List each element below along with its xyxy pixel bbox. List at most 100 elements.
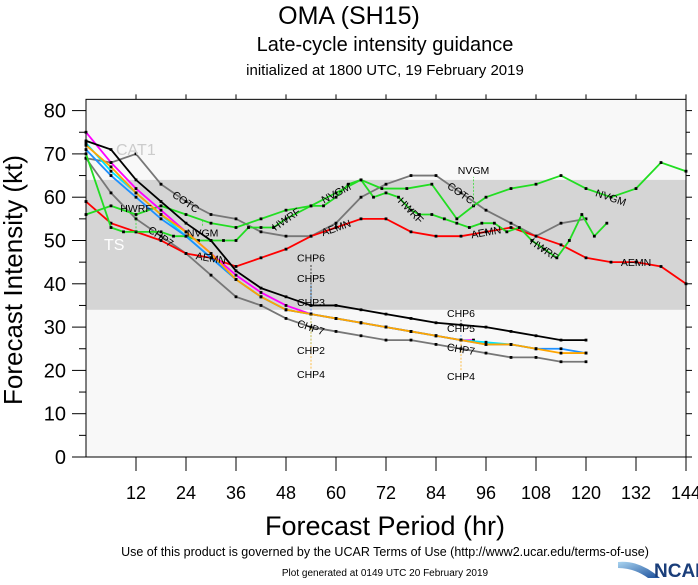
data-point	[555, 256, 559, 260]
data-point	[359, 217, 363, 221]
data-point	[484, 208, 488, 212]
data-point	[434, 334, 438, 338]
ncar-logo: NCAR	[618, 561, 698, 582]
data-point	[384, 191, 388, 195]
data-point	[109, 191, 113, 195]
data-point	[472, 204, 475, 208]
data-point	[434, 234, 438, 238]
data-point	[159, 208, 163, 212]
data-point	[209, 256, 213, 260]
data-point	[472, 338, 475, 342]
data-point	[334, 195, 338, 199]
data-point	[284, 247, 288, 251]
data-point	[509, 330, 513, 333]
data-point	[109, 174, 113, 177]
data-point	[109, 204, 113, 208]
x-tick-label: 84	[426, 483, 446, 503]
init-time: initialized at 1800 UTC, 19 February 201…	[246, 62, 524, 79]
data-point	[484, 343, 488, 346]
data-point	[122, 230, 125, 234]
x-tick-label: 12	[126, 483, 146, 503]
data-point	[559, 351, 563, 355]
data-point	[109, 226, 113, 229]
data-point	[134, 217, 138, 221]
data-point	[309, 325, 313, 329]
data-point	[284, 208, 288, 212]
terms-of-use: Use of this product is governed by the U…	[121, 545, 649, 559]
data-point	[334, 226, 338, 229]
data-point	[134, 178, 138, 182]
series-label: CHP2	[297, 345, 325, 357]
data-point	[134, 195, 138, 199]
data-point	[534, 356, 538, 359]
y-tick-label: 10	[44, 404, 66, 426]
data-point	[559, 347, 563, 351]
data-point	[84, 200, 88, 203]
x-tick-label: 144	[671, 483, 698, 503]
data-point	[455, 217, 459, 221]
data-point	[397, 195, 400, 199]
data-point	[234, 269, 238, 273]
data-point	[517, 226, 521, 229]
data-point	[409, 208, 413, 212]
data-point	[222, 239, 225, 242]
data-point	[84, 139, 88, 143]
data-point	[159, 234, 163, 238]
data-point	[234, 239, 238, 242]
series-label: AEMN	[470, 224, 502, 241]
data-point	[380, 187, 384, 190]
data-point	[384, 325, 388, 329]
data-point	[259, 217, 263, 221]
series-label: NVGM	[458, 165, 490, 177]
data-point	[84, 143, 88, 147]
data-point	[509, 221, 513, 225]
data-point	[109, 169, 113, 173]
data-point	[659, 161, 663, 164]
data-point	[359, 178, 363, 182]
data-point	[284, 234, 288, 238]
data-point	[417, 213, 421, 216]
data-point	[559, 360, 563, 364]
data-point	[134, 213, 138, 216]
data-point	[534, 334, 538, 338]
y-tick-label: 30	[44, 317, 66, 339]
data-point	[334, 330, 338, 333]
series-label: CHP5	[447, 323, 475, 335]
data-point	[480, 221, 484, 225]
series-label: NVGM	[187, 227, 219, 239]
data-point	[584, 338, 588, 342]
data-point	[209, 239, 213, 242]
data-point	[584, 351, 588, 355]
data-point	[430, 213, 434, 216]
x-tick-label: 132	[621, 483, 651, 503]
y-tick-label: 50	[44, 231, 66, 253]
data-point	[259, 295, 263, 299]
data-point	[409, 174, 413, 177]
data-point	[492, 221, 496, 225]
series-cotc	[84, 152, 588, 238]
x-tick-label: 36	[226, 483, 246, 503]
data-point	[159, 239, 163, 242]
data-point	[534, 347, 538, 351]
data-point	[347, 182, 350, 186]
data-point	[172, 234, 175, 238]
data-point	[197, 239, 200, 242]
data-point	[584, 187, 588, 190]
data-point	[634, 260, 638, 264]
data-point	[159, 200, 163, 203]
data-point	[484, 325, 488, 329]
data-point	[234, 217, 238, 221]
series-label: CHP4	[297, 369, 325, 381]
series-label: AEMN	[621, 257, 651, 269]
band-label-ts: TS	[104, 237, 124, 254]
data-point	[184, 230, 188, 234]
data-point	[484, 351, 488, 355]
data-point	[234, 295, 238, 299]
data-point	[434, 343, 438, 346]
series-label: CHP7	[446, 341, 476, 358]
data-point	[247, 226, 250, 229]
x-tick-label: 60	[326, 483, 346, 503]
data-point	[509, 226, 513, 229]
data-point	[84, 130, 88, 134]
data-point	[334, 191, 338, 195]
